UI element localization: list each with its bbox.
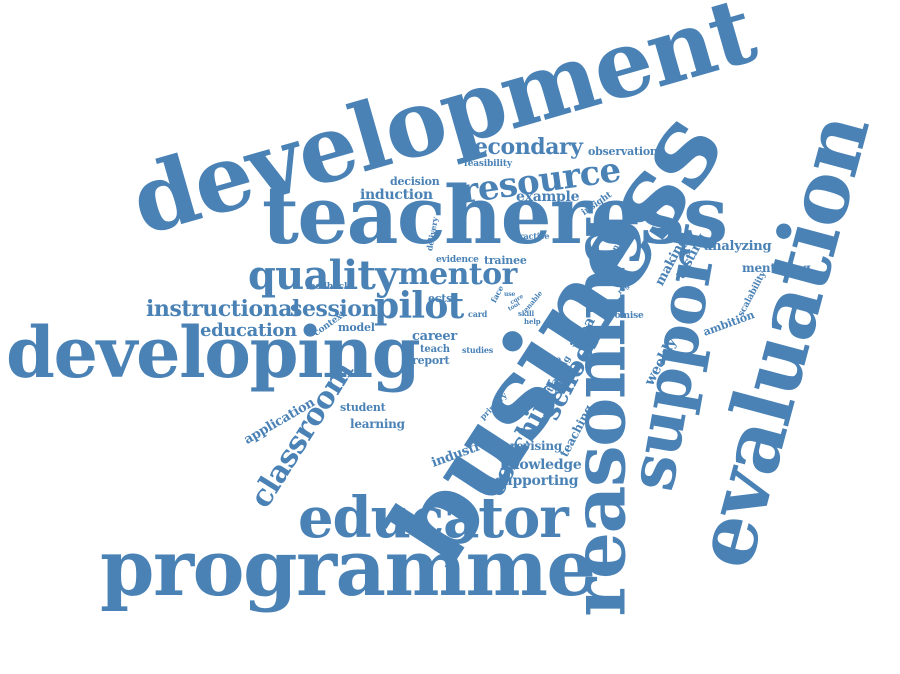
word-student: student [340,401,386,414]
word-practice: practice [514,231,550,241]
word-induction: induction [360,187,433,203]
word-report: report [412,354,450,367]
word-mentor: mentor [398,257,517,292]
word-card: card [468,309,488,319]
word-pilot: pilot [374,285,464,327]
word-educator: educator [298,485,569,551]
word-skill: skill [518,309,535,318]
word-trainee: trainee [484,254,527,267]
word-learning: learning [350,417,405,431]
word-supporting: supporting [495,473,579,489]
word-education: education [200,320,297,341]
word-example: example [516,189,580,205]
word-decision: decision [390,175,440,188]
word-teach: teach [420,344,450,355]
word-programme: programme [100,523,596,614]
word-session: session [290,296,378,322]
word-ects: ects [428,292,453,305]
word-revising: revising [510,439,562,453]
word-quality: quality [248,252,398,299]
word-studies: studies [462,345,494,355]
word-instructional: instructional [146,296,300,322]
word-use: use [504,291,516,298]
word-model: model [338,321,375,334]
word-developing: developing [6,311,421,394]
word-feedback: feedback [306,282,351,292]
word-knowledge: knowledge [500,457,582,473]
word-career: career [412,329,458,344]
word-evidence: evidence [436,255,479,265]
word-teacheress: teacheress [262,168,728,262]
word-analyzing: analyzing [704,239,772,254]
word-feasibility: feasibility [464,159,512,169]
word-mentoring: mentoring [742,261,811,275]
word-observation: observation [588,145,658,158]
word-promise: promise [604,311,644,321]
word-help: help [524,317,541,326]
word-college: college [530,354,561,364]
word-secondary: secondary [462,134,583,160]
